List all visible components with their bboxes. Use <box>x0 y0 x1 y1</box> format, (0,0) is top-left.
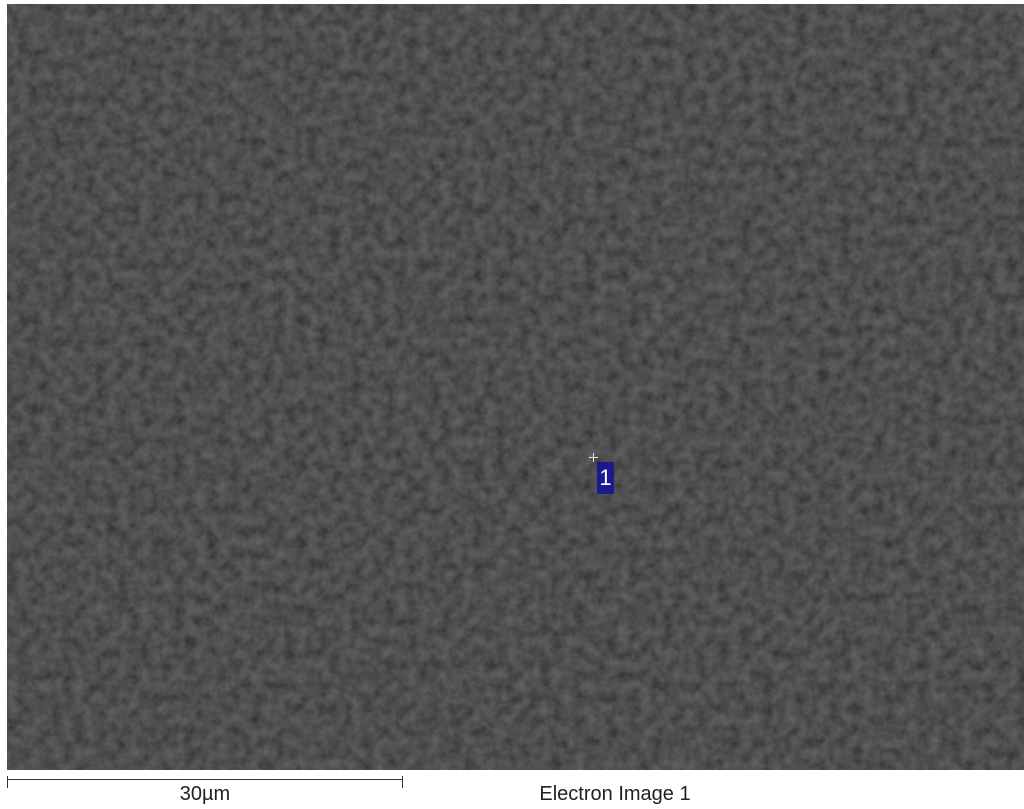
scale-bar-label: 30µm <box>179 783 231 805</box>
spot-label[interactable]: 1 <box>597 462 614 494</box>
spot-crosshair-icon <box>589 453 599 463</box>
micrograph-texture <box>7 4 1024 770</box>
image-caption: Electron Image 1 <box>539 783 691 805</box>
scale-bar <box>7 776 403 788</box>
electron-micrograph: 1 <box>7 4 1024 770</box>
